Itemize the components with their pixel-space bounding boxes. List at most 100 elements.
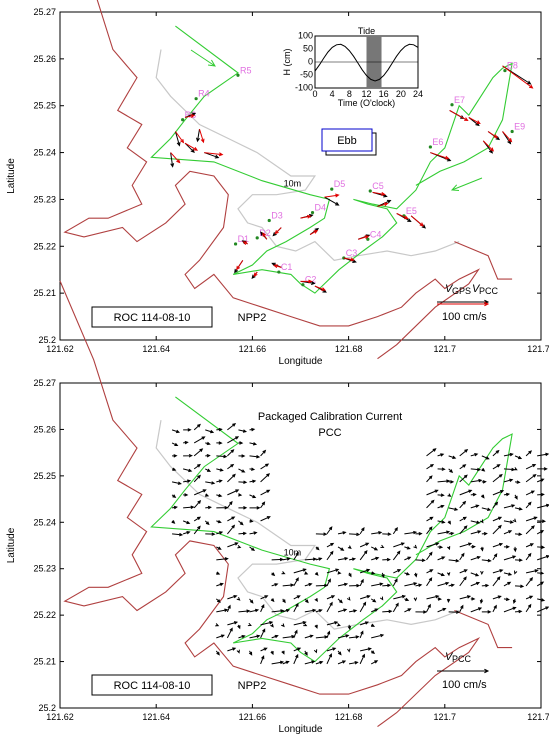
pcc-current-vector	[227, 524, 236, 535]
y-tick-label: 25.25	[33, 471, 56, 481]
pcc-current-vector	[492, 576, 501, 587]
pcc-current-vector	[459, 516, 467, 522]
pcc-current-vector	[525, 490, 536, 496]
inset-x-tick-label: 20	[396, 89, 406, 99]
pcc-current-vector	[503, 572, 513, 576]
x-tick-label: 121.66	[239, 712, 267, 722]
pcc-current-vector	[216, 427, 223, 432]
pcc-current-vector	[205, 453, 211, 458]
pcc-current-vector	[492, 569, 504, 574]
pcc-current-vector	[514, 570, 518, 575]
pcc-current-vector	[260, 473, 271, 483]
station-marker	[301, 283, 305, 287]
pcc-current-vector	[293, 595, 301, 600]
pcc-current-vector	[304, 660, 316, 665]
y-tick-label: 25.22	[33, 610, 56, 620]
pcc-current-vector	[426, 475, 433, 483]
station-label: C4	[370, 229, 382, 239]
pcc-current-vector	[437, 556, 446, 561]
pcc-current-vector	[536, 606, 549, 613]
pcc-current-vector	[249, 519, 254, 523]
pcc-current-vector	[326, 621, 339, 626]
pcc-current-vector	[437, 581, 450, 587]
legend-series-sub: PCC	[452, 654, 472, 664]
pcc-current-vector	[216, 582, 224, 587]
pcc-current-vector	[449, 109, 469, 121]
pcc-current-vector	[503, 520, 514, 524]
pcc-current-vector	[492, 542, 504, 548]
pcc-current-vector	[492, 524, 502, 535]
pcc-current-vector	[480, 570, 484, 575]
pcc-current-vector	[359, 526, 365, 535]
pcc-current-vector	[437, 530, 451, 535]
x-tick-label: 121.72	[527, 712, 549, 722]
pcc-current-vector	[260, 489, 271, 496]
pcc-current-vector	[315, 546, 320, 551]
pcc-current-vector	[470, 572, 480, 577]
pcc-current-vector	[470, 530, 482, 535]
legend-series-sub: PCC	[479, 286, 499, 296]
pcc-current-vector	[503, 606, 517, 613]
pcc-current-vector	[459, 542, 473, 548]
pcc-current-vector	[393, 542, 406, 548]
pcc-current-vector	[459, 474, 468, 483]
pcc-current-vector	[426, 551, 433, 561]
pcc-current-vector	[459, 595, 472, 600]
x-tick-label: 121.7	[434, 344, 457, 354]
pcc-current-vector	[216, 571, 221, 575]
pcc-current-vector	[303, 622, 308, 627]
legend-arrow-pcc	[437, 301, 490, 307]
ebb-box	[321, 128, 373, 152]
pcc-current-vector	[215, 623, 220, 627]
pcc-current-vector	[282, 583, 295, 587]
pcc-current-vector	[359, 542, 370, 548]
pcc-current-vector	[426, 489, 439, 496]
inset-y-tick-label: 100	[298, 31, 313, 41]
pcc-current-vector	[326, 601, 333, 613]
pcc-current-vector	[172, 454, 178, 458]
legend-series-name: V	[445, 651, 454, 663]
pcc-current-vector	[193, 463, 201, 470]
pcc-current-vector	[337, 582, 349, 587]
pcc-current-vector	[183, 428, 192, 432]
y-tick-label: 25.27	[33, 378, 56, 388]
y-tick-label: 25.25	[33, 101, 56, 111]
pcc-current-vector	[437, 607, 447, 613]
pcc-current-vector	[537, 519, 547, 523]
pcc-current-vector	[426, 499, 435, 509]
pcc-current-vector	[359, 630, 364, 639]
pcc-current-vector	[326, 647, 337, 652]
pcc-current-vector	[359, 568, 371, 574]
pcc-current-vector	[448, 507, 459, 511]
pcc-current-vector	[426, 595, 440, 600]
station-label: E9	[514, 121, 525, 131]
pcc-current-vector	[348, 572, 352, 578]
pcc-current-vector	[503, 504, 516, 509]
pcc-current-vector	[525, 516, 538, 522]
pcc-current-vector	[281, 571, 286, 575]
pcc-current-vector	[537, 452, 549, 457]
pcc-current-vector	[193, 448, 204, 457]
legend-series-name: V	[445, 283, 454, 295]
pcc-current-vector	[216, 519, 222, 524]
pcc-current-vector	[293, 551, 299, 561]
pcc-current-vector	[492, 490, 505, 496]
gps-current-vector	[184, 142, 195, 154]
pcc-current-vector	[426, 448, 437, 457]
pcc-current-vector	[492, 595, 502, 600]
pcc-current-vector	[293, 629, 298, 639]
pcc-current-vector	[514, 609, 523, 614]
pcc-current-vector	[392, 550, 401, 561]
pcc-current-vector	[314, 571, 319, 576]
pcc-current-vector	[426, 603, 431, 613]
pcc-current-vector	[404, 556, 412, 561]
pcc-current-vector	[238, 429, 248, 433]
ship-label: ROC 114-08-10	[114, 312, 191, 324]
pcc-current-vector	[171, 505, 178, 510]
pcc-current-vector	[236, 260, 244, 271]
pcc-current-vector	[512, 598, 517, 605]
pcc-current-vector	[300, 279, 313, 284]
pcc-current-vector	[470, 607, 483, 613]
y-tick-label: 25.24	[33, 517, 56, 527]
pcc-current-vector	[514, 494, 518, 500]
